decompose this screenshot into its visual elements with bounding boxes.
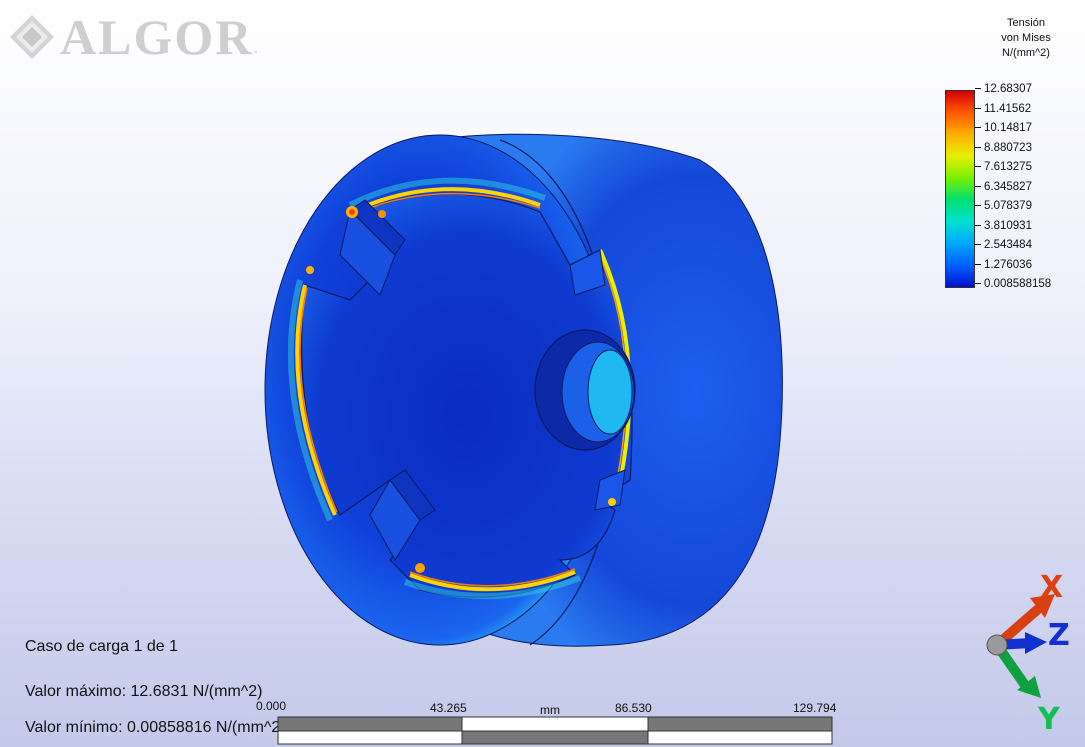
lug-right-bottom (594, 469, 626, 511)
legend-title-line: von Mises (1001, 32, 1051, 44)
legend-title: Tensión von Mises N/(mm^2) (981, 16, 1071, 61)
scale-tick-3: 129.794 (793, 701, 837, 715)
legend-value: 6.345827 (975, 181, 1032, 193)
legend-value: 5.078379 (975, 200, 1032, 212)
legend-title-line: Tensión (1007, 17, 1045, 29)
lug-right-top (569, 249, 606, 296)
logo-text: ALGOR (60, 9, 254, 65)
legend-value: 0.008588158 (975, 278, 1051, 290)
triad-x-arrow-icon (1030, 594, 1055, 618)
stress-glow-left (287, 279, 333, 522)
stress-arc-top (351, 187, 541, 214)
legend-value: 12.68307 (975, 83, 1032, 95)
stress-arc-bottom-inner (409, 568, 576, 587)
stress-arc-top-inner (351, 192, 541, 216)
axis-triad[interactable] (975, 570, 1085, 747)
stress-glow-bottom (404, 575, 582, 599)
triad-y-label: Y (1038, 702, 1060, 737)
legend-value: 10.14817 (975, 122, 1032, 134)
hub-bore-inner (587, 349, 633, 435)
legend-title-line: N/(mm^2) (1002, 47, 1050, 59)
algor-logo: ALGOR . (8, 8, 258, 66)
stress-glow-top (348, 177, 547, 208)
triad-z-label: Z (1048, 618, 1070, 653)
legend-value: 1.276036 (975, 259, 1032, 271)
load-case-text: Caso de carga 1 de 1 (25, 638, 178, 655)
triad-origin (986, 634, 1008, 656)
scale-tick-2: 86.530 (615, 701, 652, 715)
scale-unit: mm (540, 703, 560, 717)
legend-value: 2.543484 (975, 239, 1032, 251)
scale-tick-0: 0.000 (256, 699, 287, 713)
lug-top-left-side (349, 199, 406, 256)
hotspot-right (608, 498, 616, 506)
lug-bottom-left-side (389, 469, 436, 521)
logo-suffix: . (253, 37, 259, 57)
legend-value: 11.41562 (975, 103, 1031, 115)
hotspot-top (378, 210, 386, 218)
stress-arc-left-inner (299, 287, 338, 513)
hotspot-top-left-core (349, 209, 355, 215)
hotspot-bottom (415, 563, 425, 573)
triad-y-arrow-icon (1017, 676, 1041, 698)
hotspot-left (306, 266, 314, 274)
legend-value: 8.880723 (975, 142, 1032, 154)
legend-color-bar (945, 90, 975, 288)
stress-arc-bottom (409, 570, 576, 592)
diamond-logo-icon (10, 15, 54, 59)
legend-value: 7.613275 (975, 161, 1032, 173)
triad-x-label: X (1040, 570, 1064, 605)
legend-value: 3.810931 (975, 220, 1032, 232)
stress-arc-left (295, 284, 337, 516)
max-value-text: Valor máximo: 12.6831 N/(mm^2) (25, 683, 263, 700)
triad-z-arrow-icon (1025, 632, 1047, 654)
min-value-text: Valor mínimo: 0.00858816 N/(mm^2) (25, 719, 286, 736)
scale-tick-1: 43.265 (430, 701, 467, 715)
